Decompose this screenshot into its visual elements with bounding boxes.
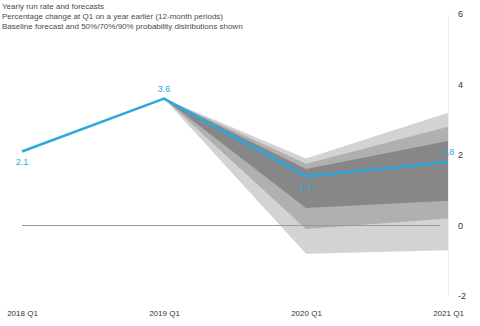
header-subtitle: Percentage change at Q1 on a year earlie… bbox=[2, 12, 223, 21]
y-tick-label: 2 bbox=[458, 150, 463, 160]
y-tick-label: 6 bbox=[458, 9, 463, 19]
x-tick-label: 2018 Q1 bbox=[7, 309, 38, 318]
data-label: 1.8 bbox=[442, 147, 455, 157]
baseline bbox=[22, 225, 440, 226]
y-tick: -2 bbox=[448, 291, 466, 301]
y-tick: 0 bbox=[448, 221, 463, 231]
y-tick: 6 bbox=[448, 9, 463, 19]
x-tick: 2019 Q1 bbox=[149, 309, 180, 318]
data-label: 3.6 bbox=[158, 84, 171, 94]
probability-band bbox=[164, 99, 448, 208]
x-tick-label: 2021 Q1 bbox=[433, 309, 464, 318]
x-axis-line bbox=[23, 310, 449, 311]
data-label: 2.1 bbox=[16, 157, 29, 167]
y-tick-label: -2 bbox=[458, 291, 466, 301]
x-tick: 2018 Q1 bbox=[7, 309, 38, 318]
x-tick: 2021 Q1 bbox=[433, 309, 464, 318]
header-title: Yearly run rate and forecasts bbox=[2, 2, 104, 11]
x-tick: 2020 Q1 bbox=[291, 309, 322, 318]
header-annotation: Baseline forecast and 50%/70%/90% probab… bbox=[2, 22, 243, 31]
series-line bbox=[22, 99, 448, 177]
data-label: 1.4 bbox=[300, 182, 313, 192]
x-tick-label: 2020 Q1 bbox=[291, 309, 322, 318]
plot-area bbox=[22, 99, 448, 254]
x-axis: 2018 Q1 2019 Q1 2020 Q1 2021 Q1 bbox=[7, 309, 464, 318]
y-tick-label: 4 bbox=[458, 80, 463, 90]
x-tick-label: 2019 Q1 bbox=[149, 309, 180, 318]
y-tick: 4 bbox=[448, 80, 463, 90]
probability-band bbox=[164, 99, 448, 229]
y-tick-label: 0 bbox=[458, 221, 463, 231]
chart: Yearly run rate and forecastsPercentage … bbox=[0, 0, 480, 326]
